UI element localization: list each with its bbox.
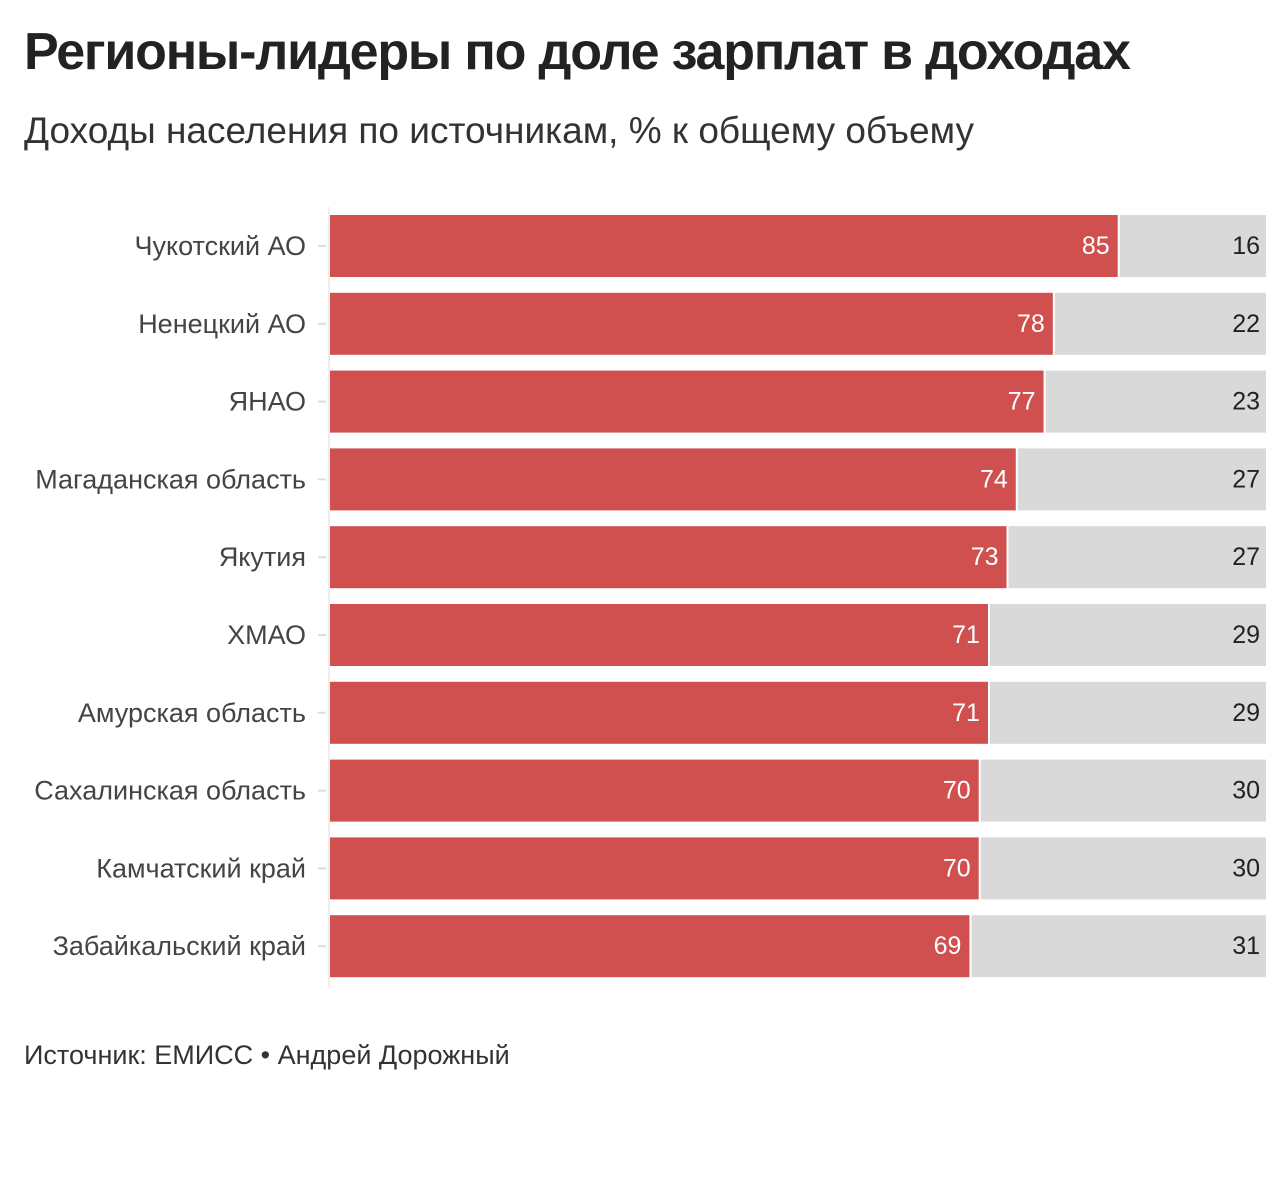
category-label: ХМАО bbox=[227, 620, 306, 650]
bar-other bbox=[989, 604, 1266, 666]
bar-value-label: 85 bbox=[1082, 232, 1110, 260]
remainder-value-label: 22 bbox=[1232, 310, 1260, 338]
bar-value-label: 70 bbox=[943, 777, 971, 805]
bar-salary bbox=[330, 526, 1007, 589]
bar-other bbox=[1017, 448, 1266, 511]
bar-value-label: 73 bbox=[971, 543, 999, 571]
remainder-value-label: 30 bbox=[1232, 777, 1260, 805]
remainder-value-label: 29 bbox=[1232, 699, 1260, 727]
bar-value-label: 77 bbox=[1008, 388, 1036, 416]
bar-salary bbox=[330, 759, 979, 822]
bar-other bbox=[971, 915, 1266, 978]
chart-title: Регионы-лидеры по доле зарплат в доходах bbox=[24, 23, 1131, 81]
remainder-value-label: 27 bbox=[1232, 543, 1260, 571]
bar-salary bbox=[330, 448, 1016, 511]
remainder-value-label: 30 bbox=[1232, 854, 1260, 882]
category-label: Чукотский АО bbox=[135, 231, 307, 261]
bar-other bbox=[980, 759, 1266, 822]
bar-value-label: 71 bbox=[952, 621, 980, 649]
category-label: Забайкальский край bbox=[53, 931, 306, 961]
bar-salary bbox=[330, 837, 979, 900]
category-label: Сахалинская область bbox=[34, 776, 306, 806]
category-label: Магаданская область bbox=[35, 464, 306, 494]
bar-other bbox=[1054, 292, 1266, 355]
bar-other bbox=[1045, 370, 1266, 433]
bar-salary bbox=[330, 915, 970, 978]
bar-value-label: 71 bbox=[952, 699, 980, 727]
bar-salary bbox=[330, 215, 1118, 277]
bar-value-label: 69 bbox=[934, 932, 962, 960]
bar-salary bbox=[330, 370, 1044, 433]
remainder-value-label: 29 bbox=[1232, 621, 1260, 649]
source-note: Источник: ЕМИСС • Андрей Дорожный bbox=[24, 1040, 510, 1070]
category-label: ЯНАО bbox=[229, 387, 306, 417]
bar-other bbox=[980, 837, 1266, 900]
remainder-value-label: 31 bbox=[1232, 932, 1260, 960]
bar-value-label: 74 bbox=[980, 465, 1008, 493]
category-label: Якутия bbox=[219, 542, 306, 572]
bar-salary bbox=[330, 292, 1053, 355]
bar-salary bbox=[330, 681, 988, 744]
bar-value-label: 70 bbox=[943, 854, 971, 882]
remainder-value-label: 23 bbox=[1232, 388, 1260, 416]
bar-other bbox=[1119, 215, 1266, 277]
remainder-value-label: 27 bbox=[1232, 465, 1260, 493]
bar-other bbox=[989, 681, 1266, 744]
category-label: Амурская область bbox=[78, 698, 306, 728]
bar-chart: Чукотский АО 85 16 Ненецкий АО 78 22 ЯНАО 77 23 М… bbox=[34, 207, 1266, 988]
category-label: Ненецкий АО bbox=[138, 309, 306, 339]
chart-subtitle: Доходы населения по источникам, % к обще… bbox=[24, 110, 974, 151]
bar-value-label: 78 bbox=[1017, 310, 1045, 338]
bar-other bbox=[1008, 526, 1266, 589]
category-label: Камчатский край bbox=[96, 853, 306, 883]
remainder-value-label: 16 bbox=[1232, 232, 1260, 260]
bar-salary bbox=[330, 604, 988, 666]
